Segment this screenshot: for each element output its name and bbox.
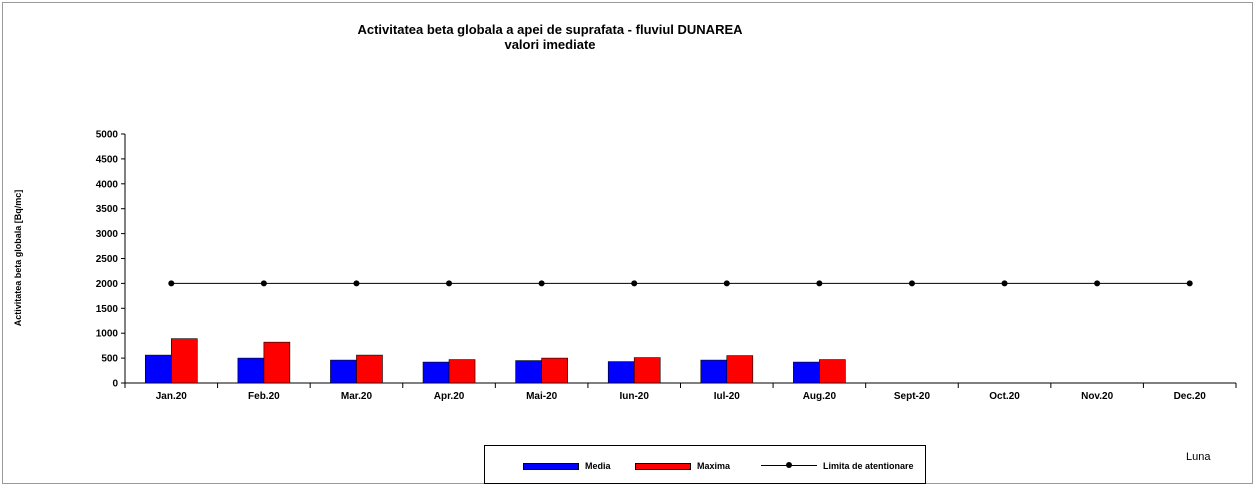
point-limita-de-atentionare-apr-20 bbox=[446, 280, 453, 287]
y-tick-label-3000: 3000 bbox=[96, 229, 119, 240]
bar-maxima-aug-20 bbox=[819, 359, 846, 384]
legend-label-media: Media bbox=[585, 461, 611, 471]
x-tick-label-sept-20: Sept-20 bbox=[894, 391, 931, 402]
y-axis-label: Activitatea beta globala [Bq/mc] bbox=[13, 190, 23, 327]
bar-maxima-mar-20 bbox=[356, 354, 383, 384]
legend-item-media: Media bbox=[523, 460, 611, 472]
legend-item-maxima: Maxima bbox=[635, 460, 730, 472]
y-tick-label-3500: 3500 bbox=[96, 204, 119, 215]
legend-swatch-maxima bbox=[635, 462, 691, 470]
point-limita-de-atentionare-mar-20 bbox=[353, 280, 360, 287]
bar-media-jan-20 bbox=[144, 354, 172, 384]
x-tick-label-iun-20: Iun-20 bbox=[619, 391, 649, 402]
bar-maxima-feb-20 bbox=[263, 341, 291, 384]
point-limita-de-atentionare-feb-20 bbox=[260, 280, 267, 287]
point-limita-de-atentionare-oct-20 bbox=[1001, 280, 1008, 287]
point-limita-de-atentionare-iun-20 bbox=[631, 280, 638, 287]
bar-maxima-apr-20 bbox=[448, 359, 476, 384]
chart-title: Activitatea beta globala a apei de supra… bbox=[357, 22, 743, 37]
bar-maxima-jan-20 bbox=[170, 338, 198, 384]
x-tick-label-nov-20: Nov.20 bbox=[1081, 391, 1113, 402]
legend-line-limita bbox=[761, 462, 817, 468]
y-tick-label-500: 500 bbox=[101, 354, 118, 365]
bar-media-mai-20 bbox=[515, 360, 542, 384]
x-tick-label-oct-20: Oct.20 bbox=[989, 391, 1020, 402]
x-tick-label-jan-20: Jan.20 bbox=[156, 391, 188, 402]
legend-label-limita: Limita de atentionare bbox=[823, 461, 914, 471]
point-limita-de-atentionare-aug-20 bbox=[816, 280, 823, 287]
x-tick-label-iul-20: Iul-20 bbox=[714, 391, 741, 402]
bar-media-iun-20 bbox=[607, 361, 635, 384]
x-tick-label-dec-20: Dec.20 bbox=[1174, 391, 1207, 402]
bar-media-mar-20 bbox=[330, 359, 357, 384]
x-tick-label-apr-20: Apr.20 bbox=[434, 391, 465, 402]
y-tick-label-4500: 4500 bbox=[96, 154, 119, 165]
point-limita-de-atentionare-dec-20 bbox=[1186, 280, 1193, 287]
x-tick-label-aug-20: Aug.20 bbox=[803, 391, 837, 402]
point-limita-de-atentionare-nov-20 bbox=[1094, 280, 1101, 287]
bar-media-iul-20 bbox=[700, 359, 728, 384]
bar-media-apr-20 bbox=[422, 361, 450, 384]
y-tick-label-0: 0 bbox=[112, 379, 118, 390]
x-axis-label: Luna bbox=[1186, 451, 1211, 463]
legend-item-limita: Limita de atentionare bbox=[761, 460, 914, 472]
bar-maxima-mai-20 bbox=[541, 357, 568, 384]
point-limita-de-atentionare-jan-20 bbox=[168, 280, 175, 287]
point-limita-de-atentionare-mai-20 bbox=[538, 280, 545, 287]
bar-maxima-iul-20 bbox=[726, 355, 754, 384]
y-tick-label-1500: 1500 bbox=[96, 304, 119, 315]
chart-title-block: Activitatea beta globala a apei de supra… bbox=[280, 22, 820, 52]
chart-legend: Media Maxima Limita de atentionare bbox=[484, 445, 926, 484]
y-tick-label-2000: 2000 bbox=[96, 279, 119, 290]
legend-swatch-media bbox=[523, 462, 579, 470]
point-limita-de-atentionare-iul-20 bbox=[723, 280, 730, 287]
y-tick-label-5000: 5000 bbox=[96, 130, 119, 141]
x-tick-label-mai-20: Mai-20 bbox=[526, 391, 558, 402]
x-tick-label-mar-20: Mar.20 bbox=[341, 391, 373, 402]
bar-media-aug-20 bbox=[793, 361, 820, 384]
point-limita-de-atentionare-sept-20 bbox=[908, 280, 915, 287]
chart-subtitle: valori imediate bbox=[504, 37, 596, 52]
x-tick-label-feb-20: Feb.20 bbox=[248, 391, 280, 402]
bar-maxima-iun-20 bbox=[633, 357, 661, 384]
y-tick-label-4000: 4000 bbox=[96, 179, 119, 190]
legend-label-maxima: Maxima bbox=[697, 461, 731, 471]
bar-media-feb-20 bbox=[237, 357, 265, 384]
y-tick-label-1000: 1000 bbox=[96, 329, 119, 340]
y-tick-label-2500: 2500 bbox=[96, 254, 119, 265]
